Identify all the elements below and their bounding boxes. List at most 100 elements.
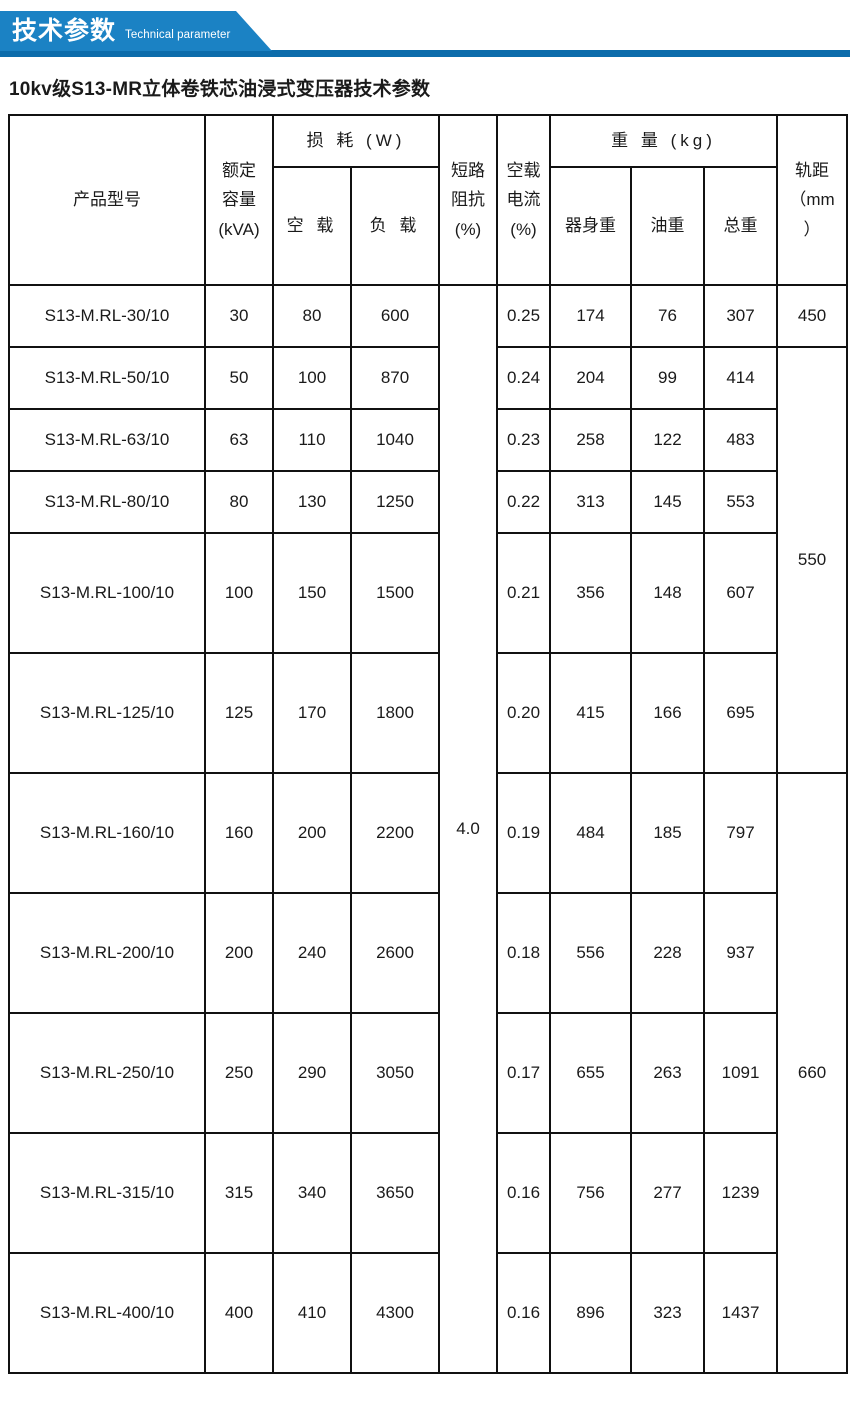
- table-row: S13-M.RL-400/10 400 410 4300 0.16 896 323 1437: [8, 1252, 847, 1374]
- cell-rated-capacity: 250: [204, 1012, 274, 1134]
- cell-rated-capacity: 125: [204, 652, 274, 774]
- cell-weight-oil: 228: [630, 892, 706, 1014]
- col-header-model: 产品型号: [8, 114, 206, 286]
- cell-weight-total: 1091: [703, 1012, 779, 1134]
- cell-rated-capacity: 200: [204, 892, 274, 1014]
- cell-no-load-loss: 240: [272, 892, 352, 1014]
- col-header-weight-group: 重 量 (kg): [549, 114, 779, 168]
- banner-title-en: Technical parameter: [125, 29, 231, 41]
- cell-model: S13-M.RL-50/10: [8, 346, 206, 410]
- cell-weight-total: 1239: [703, 1132, 779, 1254]
- cell-load-loss: 2200: [349, 772, 441, 894]
- cell-rated-capacity: 30: [204, 284, 274, 348]
- cell-weight-oil: 76: [630, 284, 706, 348]
- cell-model: S13-M.RL-400/10: [8, 1252, 206, 1374]
- cell-weight-total: 797: [703, 772, 779, 894]
- col-header-weight-oil: 油重: [630, 166, 706, 286]
- cell-rated-capacity: 80: [204, 470, 274, 534]
- cell-no-load-loss: 150: [272, 532, 352, 654]
- col-header-rated-capacity: 额定 容量 (kVA): [204, 114, 274, 286]
- impedance-line2: 阻抗: [451, 190, 486, 210]
- banner-title-cn: 技术参数: [12, 16, 117, 45]
- table-row: S13-M.RL-160/10 160 200 2200 0.19 484 185 797 66…: [8, 772, 849, 1374]
- cell-no-load-loss: 410: [272, 1252, 352, 1374]
- cell-weight-body: 313: [549, 470, 633, 534]
- cell-weight-total: 607: [703, 532, 779, 654]
- col-header-no-load-current: 空载 电流 (%): [496, 114, 552, 286]
- rated-capacity-line3: (kVA): [218, 219, 260, 239]
- cell-weight-total: 553: [703, 470, 779, 534]
- cell-weight-body: 258: [549, 408, 633, 472]
- cell-gauge: 550: [776, 346, 849, 774]
- cell-weight-body: 415: [549, 652, 633, 774]
- cell-load-loss: 1800: [349, 652, 441, 774]
- cell-load-loss: 1040: [349, 408, 441, 472]
- cell-weight-oil: 122: [630, 408, 706, 472]
- cell-no-load-loss: 170: [272, 652, 352, 774]
- cell-no-load-current: 0.24: [496, 346, 552, 410]
- col-header-weight-total: 总重: [703, 166, 779, 286]
- col-header-loss-group: 损 耗 (W): [271, 114, 441, 168]
- cell-no-load-loss: 110: [272, 408, 352, 472]
- table-row: S13-M.RL-250/10 250 290 3050 0.17 655 263 1091: [8, 1012, 847, 1134]
- cell-rated-capacity: 100: [204, 532, 274, 654]
- cell-weight-oil: 323: [630, 1252, 706, 1374]
- col-header-impedance: 短路 阻抗 (%): [438, 114, 499, 286]
- rated-capacity-line2: 容量: [222, 190, 256, 210]
- gauge-line1: 轨距: [795, 161, 830, 181]
- cell-weight-oil: 185: [630, 772, 706, 894]
- col-header-loss-no-load: 空 载: [272, 166, 352, 286]
- technical-parameter-table: 产品型号 额定 容量 (kVA) 损 耗 (W) 短路 阻抗 (%): [8, 114, 849, 1374]
- cell-no-load-current: 0.25: [496, 284, 552, 348]
- no-load-current-line2: 电流: [506, 190, 541, 210]
- cell-no-load-current: 0.16: [496, 1252, 552, 1374]
- cell-weight-total: 307: [703, 284, 779, 348]
- table-row: S13-M.RL-100/10 100 150 1500 0.21 356 148 607: [8, 532, 847, 654]
- cell-no-load-current: 0.16: [496, 1132, 552, 1254]
- cell-weight-body: 556: [549, 892, 633, 1014]
- cell-model: S13-M.RL-250/10: [8, 1012, 206, 1134]
- impedance-line1: 短路: [451, 161, 486, 181]
- cell-load-loss: 1500: [349, 532, 441, 654]
- cell-load-loss: 3050: [349, 1012, 441, 1134]
- table-row: S13-M.RL-50/10 50 100 870 0.24 204 99 414 550: [8, 346, 849, 774]
- cell-no-load-loss: 80: [272, 284, 352, 348]
- cell-no-load-current: 0.21: [496, 532, 552, 654]
- cell-no-load-loss: 130: [272, 470, 352, 534]
- cell-weight-body: 174: [549, 284, 633, 348]
- no-load-current-line1: 空载: [506, 161, 541, 181]
- table-row: S13-M.RL-30/10 30 80 600 4.0 0.25 174 76 307 450: [8, 284, 849, 1374]
- col-header-weight-body: 器身重: [549, 166, 633, 286]
- cell-weight-body: 204: [549, 346, 633, 410]
- cell-model: S13-M.RL-160/10: [8, 772, 206, 894]
- cell-weight-total: 695: [703, 652, 779, 774]
- impedance-line3: (%): [454, 219, 482, 239]
- cell-load-loss: 1250: [349, 470, 441, 534]
- cell-model: S13-M.RL-200/10: [8, 892, 206, 1014]
- page-title: 10kv级S13-MR立体卷铁芯油浸式变压器技术参数: [9, 79, 431, 100]
- cell-gauge: 660: [776, 772, 849, 1374]
- header-row-2: 空 载 负 载 器身重 油重 总重: [9, 166, 847, 286]
- cell-no-load-loss: 100: [272, 346, 352, 410]
- cell-weight-body: 484: [549, 772, 633, 894]
- cell-weight-body: 655: [549, 1012, 633, 1134]
- cell-impedance: 4.0: [438, 284, 499, 1374]
- cell-rated-capacity: 50: [204, 346, 274, 410]
- table-head: 产品型号 额定 容量 (kVA) 损 耗 (W) 短路 阻抗 (%): [8, 114, 849, 286]
- cell-weight-total: 414: [703, 346, 779, 410]
- cell-model: S13-M.RL-30/10: [8, 284, 206, 348]
- spec-table-wrapper: 产品型号 额定 容量 (kVA) 损 耗 (W) 短路 阻抗 (%): [0, 114, 850, 1374]
- cell-model: S13-M.RL-63/10: [8, 408, 206, 472]
- table-body: S13-M.RL-30/10 30 80 600 4.0 0.25 174 76 307 450 S…: [8, 284, 849, 1374]
- banner-underline: [0, 50, 850, 57]
- cell-weight-oil: 277: [630, 1132, 706, 1254]
- cell-model: S13-M.RL-100/10: [8, 532, 206, 654]
- cell-no-load-current: 0.23: [496, 408, 552, 472]
- cell-gauge: 450: [776, 284, 849, 348]
- col-header-gauge: 轨距 （mm ）: [776, 114, 849, 286]
- cell-no-load-current: 0.18: [496, 892, 552, 1014]
- cell-weight-total: 483: [703, 408, 779, 472]
- cell-weight-body: 756: [549, 1132, 633, 1254]
- cell-load-loss: 3650: [349, 1132, 441, 1254]
- cell-model: S13-M.RL-125/10: [8, 652, 206, 774]
